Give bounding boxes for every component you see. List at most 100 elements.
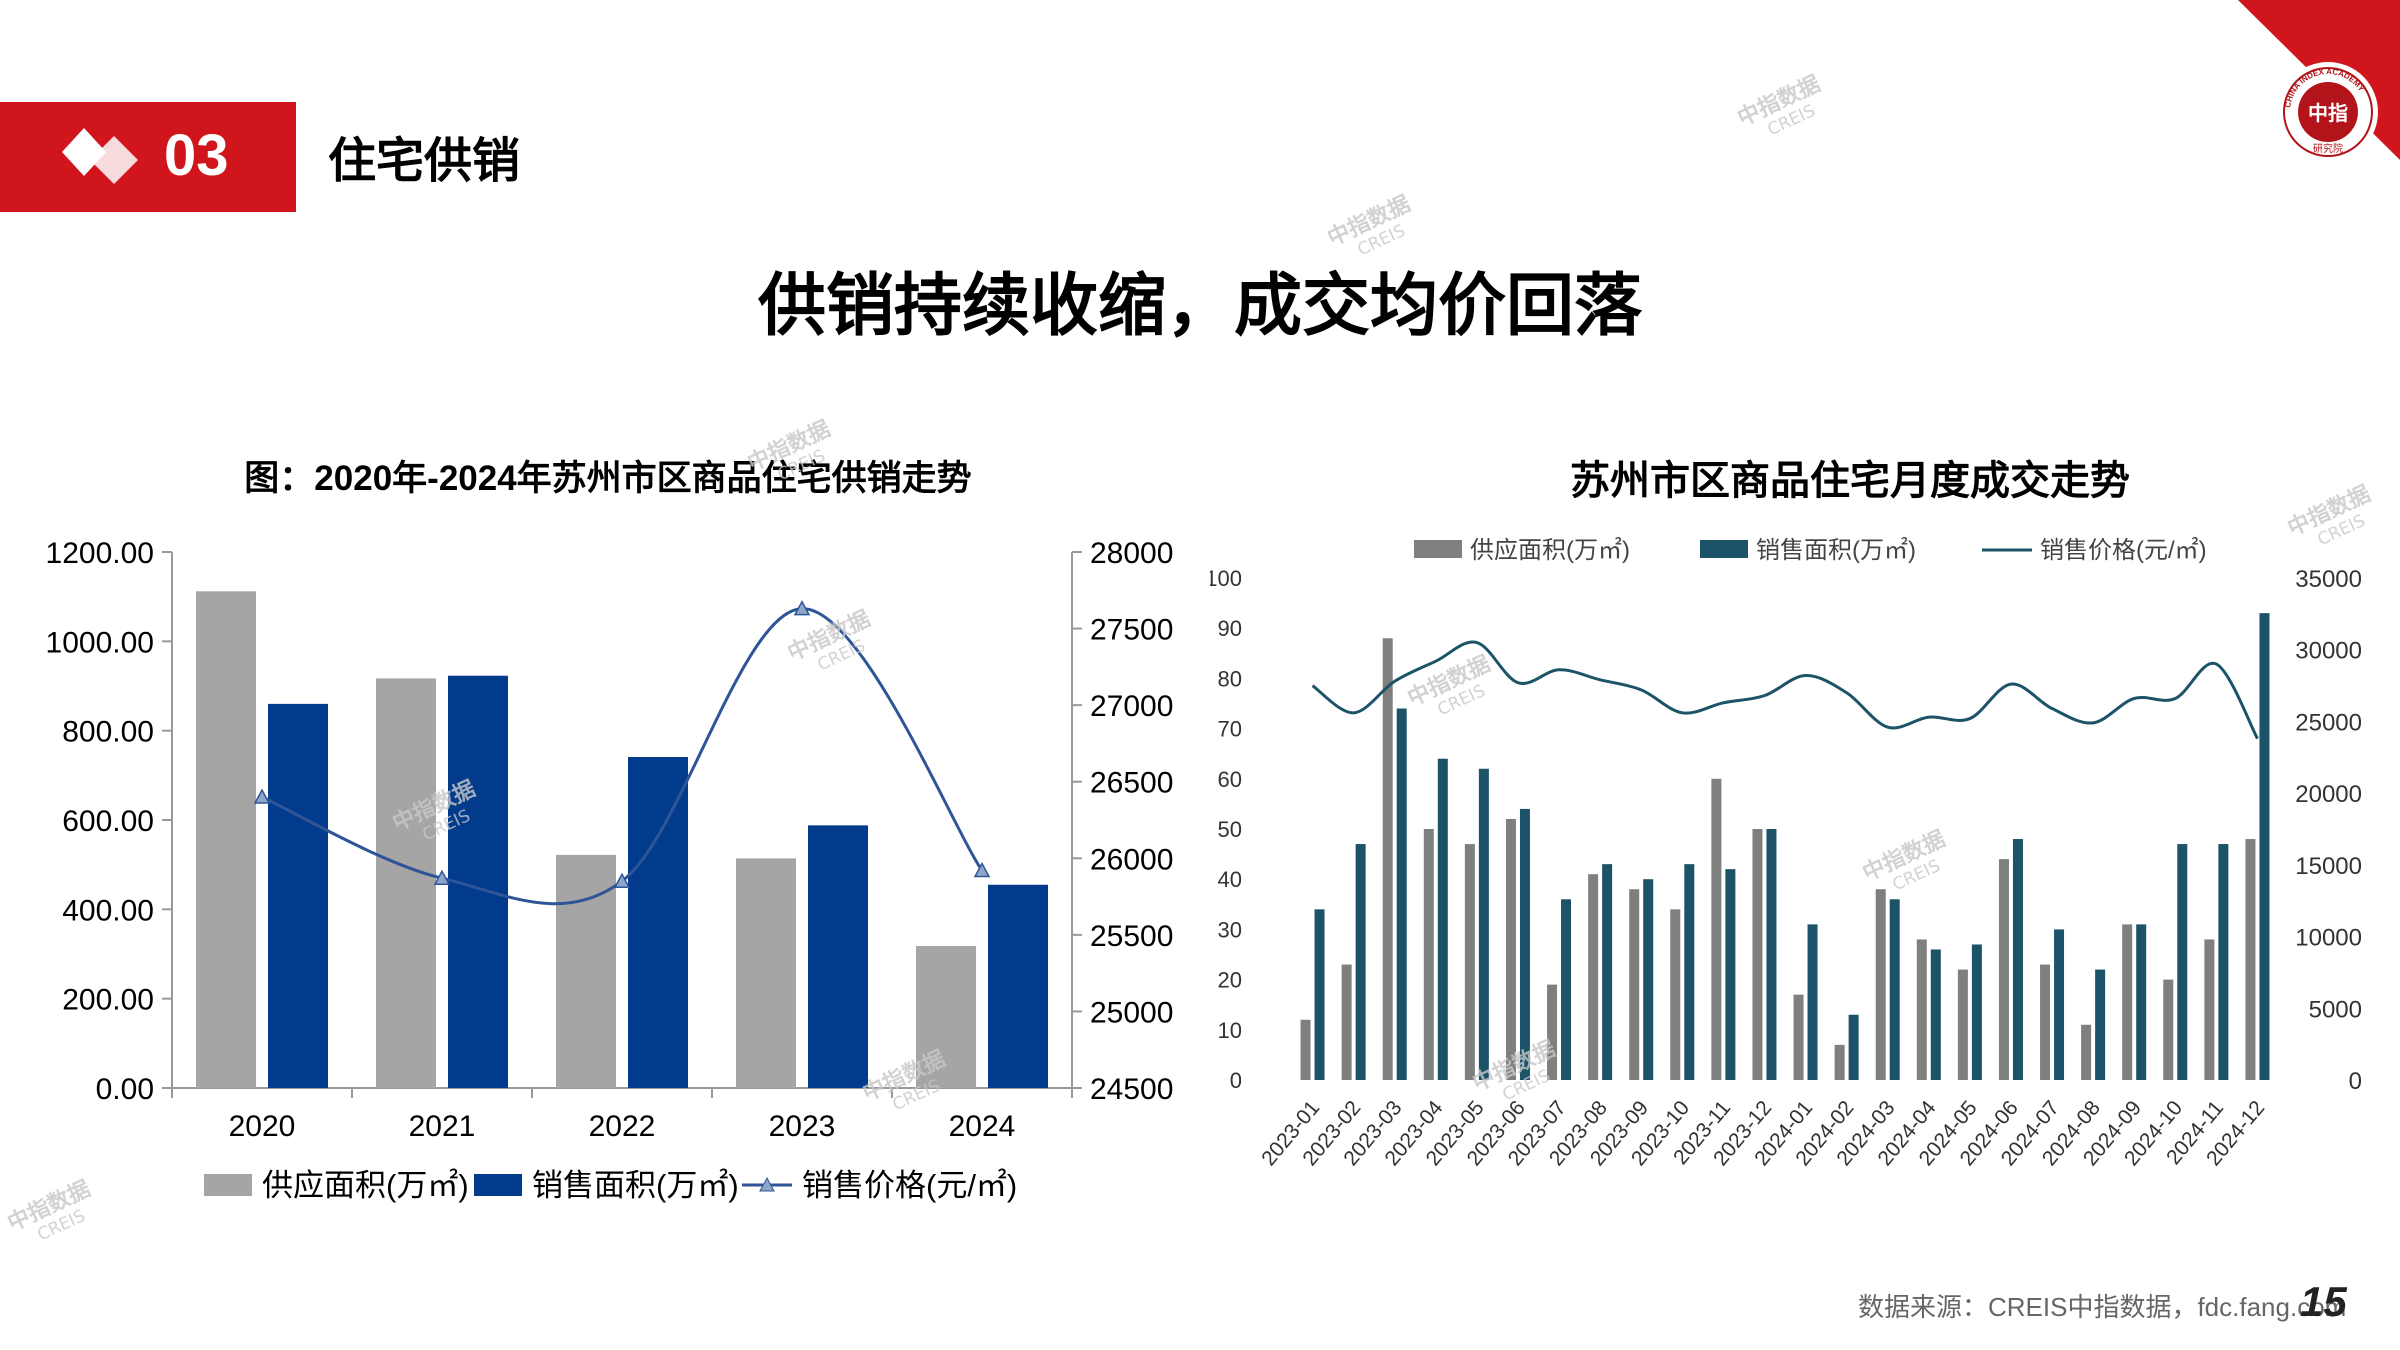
watermark: 中指数据 CREIS xyxy=(1323,191,1415,261)
y-right-tick-label: 10000 xyxy=(2295,925,2362,952)
supply-bar xyxy=(2163,979,2174,1080)
supply-bar xyxy=(916,945,976,1088)
supply-bar xyxy=(1382,638,1393,1080)
sales-bar xyxy=(2054,929,2065,1080)
page-title: 供销持续收缩，成交均价回落 xyxy=(757,267,1642,346)
legend-swatch-sales xyxy=(1700,540,1748,558)
supply-bar xyxy=(1957,969,1968,1080)
diamond-icon xyxy=(62,128,138,184)
legend-label: 销售面积(万㎡) xyxy=(1756,537,1916,564)
y-left-tick-label: 30 xyxy=(1218,917,1242,942)
sales-bar xyxy=(1478,768,1489,1080)
y-right-tick-label: 26000 xyxy=(1090,843,1173,876)
y-right-tick-label: 15000 xyxy=(2295,853,2362,880)
y-right-tick-label: 26500 xyxy=(1090,767,1173,800)
x-tick-label: 2024 xyxy=(949,1110,1016,1143)
sales-bar xyxy=(808,825,868,1088)
y-right-tick-label: 25000 xyxy=(1090,996,1173,1029)
y-left-tick-label: 100 xyxy=(1210,566,1242,591)
supply-bar xyxy=(1916,939,1927,1080)
y-left-tick-label: 0 xyxy=(1230,1068,1242,1093)
watermark: 中指数据 CREIS xyxy=(1733,71,1825,141)
y-right-tick-label: 35000 xyxy=(2295,566,2362,593)
supply-bar xyxy=(1547,984,1558,1080)
legend-swatch-supply xyxy=(204,1174,252,1196)
monthly-transaction-chart: 苏州市区商品住宅月度成交走势 0 10 20 30 40 50 60 70 80 90 100 0 50… xyxy=(1210,458,2362,1170)
logo-bottom-text: 研究院 xyxy=(2313,142,2343,155)
x-tick-label: 2020 xyxy=(229,1110,296,1143)
y-left-tick-label: 0.00 xyxy=(96,1073,154,1106)
supply-bar xyxy=(1998,859,2009,1080)
x-tick-label: 2023 xyxy=(769,1110,836,1143)
y-right-tick-label: 5000 xyxy=(2309,996,2362,1023)
supply-bar xyxy=(2204,939,2215,1080)
section-title: 住宅供销 xyxy=(328,133,521,189)
academy-logo: 中指 研究院 CHINA INDEX ACADEMY xyxy=(2238,0,2400,162)
price-point xyxy=(973,861,991,878)
y-right-tick-label: 0 xyxy=(2349,1068,2362,1095)
supply-bar xyxy=(1875,889,1886,1080)
legend-label: 销售面积(万㎡) xyxy=(532,1168,739,1203)
sales-bar xyxy=(1971,944,1982,1080)
sales-bar xyxy=(1519,808,1530,1080)
supply-bar xyxy=(2081,1024,2092,1080)
y-left-tick-label: 600.00 xyxy=(62,805,154,838)
y-right-tick-label: 20000 xyxy=(2295,781,2362,808)
chart-title: 苏州市区商品住宅月度成交走势 xyxy=(1570,458,2130,503)
y-right-tick-label: 27500 xyxy=(1090,614,1173,647)
sales-bar xyxy=(1684,864,1695,1080)
legend-swatch-supply xyxy=(1414,540,1462,558)
y-right-tick-label: 25000 xyxy=(2295,709,2362,736)
section-number: 03 xyxy=(164,123,229,188)
supply-bar xyxy=(2245,839,2256,1080)
sales-bar xyxy=(1725,869,1736,1080)
y-left-tick-label: 800.00 xyxy=(62,716,154,749)
sales-bar xyxy=(1848,1014,1859,1080)
sales-bar xyxy=(1766,829,1777,1080)
y-left-tick-label: 1000.00 xyxy=(46,626,154,659)
y-left-tick-label: 20 xyxy=(1218,968,1242,993)
data-source: 数据来源：CREIS中指数据，fdc.fang.com xyxy=(1858,1292,2347,1322)
supply-bar xyxy=(1588,874,1599,1080)
legend-label: 供应面积(万㎡) xyxy=(1470,537,1630,564)
supply-bar xyxy=(736,858,796,1088)
price-point xyxy=(433,869,451,885)
supply-bar xyxy=(2122,924,2133,1080)
sales-bar xyxy=(2218,844,2229,1080)
price-line xyxy=(1311,640,2259,740)
y-left-tick-label: 50 xyxy=(1218,817,1242,842)
y-left-tick-label: 90 xyxy=(1218,616,1242,641)
y-right-tick-label: 24500 xyxy=(1090,1073,1173,1106)
sales-bar xyxy=(1314,909,1325,1080)
sales-bar xyxy=(2177,844,2188,1080)
supply-bar xyxy=(1423,829,1434,1080)
legend-label: 销售价格(元/㎡) xyxy=(802,1168,1017,1203)
logo-center-text: 中指 xyxy=(2308,101,2348,125)
sales-bar xyxy=(1602,864,1613,1080)
supply-bar xyxy=(1629,889,1640,1080)
supply-bar xyxy=(556,854,616,1088)
y-left-tick-label: 400.00 xyxy=(62,894,154,927)
sales-bar xyxy=(1807,924,1818,1080)
annual-supply-sales-chart: 图：2020年-2024年苏州市区商品住宅供销走势 0.00 200.00 400.… xyxy=(46,458,1174,1203)
legend-label: 销售价格(元/㎡) xyxy=(2040,537,2207,564)
y-left-tick-label: 60 xyxy=(1218,767,1242,792)
price-point xyxy=(613,872,631,889)
sales-bar xyxy=(1561,899,1572,1080)
sales-bar xyxy=(2136,924,2147,1080)
y-right-tick-label: 30000 xyxy=(2295,638,2362,665)
sales-bar xyxy=(1643,879,1654,1080)
legend-swatch-sales xyxy=(474,1174,522,1196)
supply-bar xyxy=(2040,964,2051,1080)
supply-bar xyxy=(1300,1019,1311,1080)
page-number: 15 xyxy=(2300,1278,2347,1325)
supply-bar xyxy=(1341,964,1352,1080)
chart-title: 图：2020年-2024年苏州市区商品住宅供销走势 xyxy=(244,458,971,498)
supply-bar xyxy=(1752,829,1763,1080)
y-left-tick-label: 10 xyxy=(1218,1018,1242,1043)
y-left-tick-label: 1200.00 xyxy=(46,537,154,570)
y-right-tick-label: 25500 xyxy=(1090,920,1173,953)
sales-bar xyxy=(1889,899,1900,1080)
sales-bar xyxy=(1355,844,1366,1080)
supply-bar xyxy=(1670,909,1681,1080)
